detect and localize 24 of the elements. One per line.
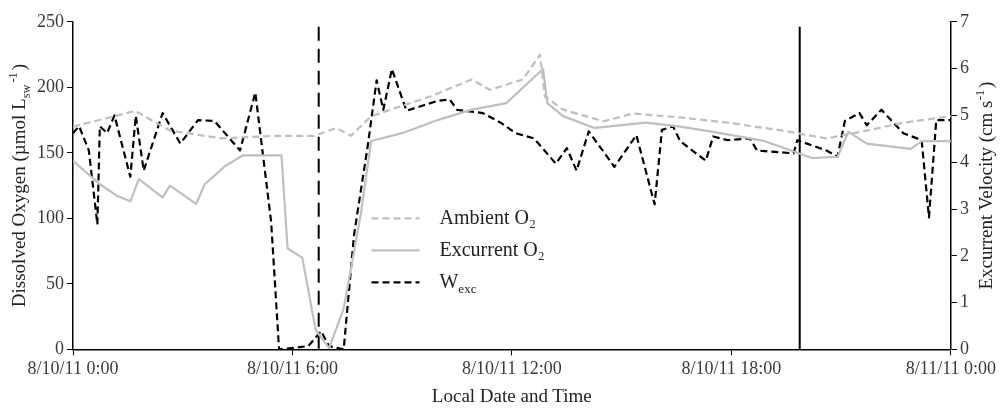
x-tick-label: 8/10/11 12:00	[462, 357, 562, 378]
x-tick-label: 8/10/11 6:00	[247, 357, 338, 378]
x-tick-label: 8/10/11 18:00	[681, 357, 782, 378]
y-tick-label: 100	[37, 207, 64, 228]
legend-label: Ambient O₂	[439, 205, 536, 228]
legend-label: Excurrent O₂	[439, 237, 545, 260]
x-axis-title: Local Date and Time	[431, 384, 592, 406]
y-tick-label: 250	[37, 10, 64, 31]
y2-tick-label: 6	[959, 57, 969, 78]
y2-tick-label: 2	[959, 244, 969, 265]
y-tick-label: 50	[46, 272, 64, 293]
y2-tick-label: 1	[959, 291, 969, 312]
y2-tick-label: 4	[959, 150, 969, 171]
y-axis-title: Dissolved Oxygen (µmol Lsw-1)	[5, 64, 33, 308]
y2-tick-label: 0	[959, 338, 969, 359]
y2-tick-label: 5	[959, 104, 969, 125]
y2-tick-label: 3	[959, 197, 969, 218]
y-tick-label: 0	[55, 338, 64, 359]
x-tick-label: 8/11/11 0:00	[905, 357, 996, 378]
y-tick-label: 200	[37, 76, 64, 97]
x-tick-label: 8/10/11 0:00	[27, 357, 119, 378]
y2-axis-title: Excurrent Velocity (cm s-1)	[972, 81, 997, 290]
y-tick-label: 150	[37, 141, 64, 162]
y2-tick-label: 7	[959, 10, 969, 31]
